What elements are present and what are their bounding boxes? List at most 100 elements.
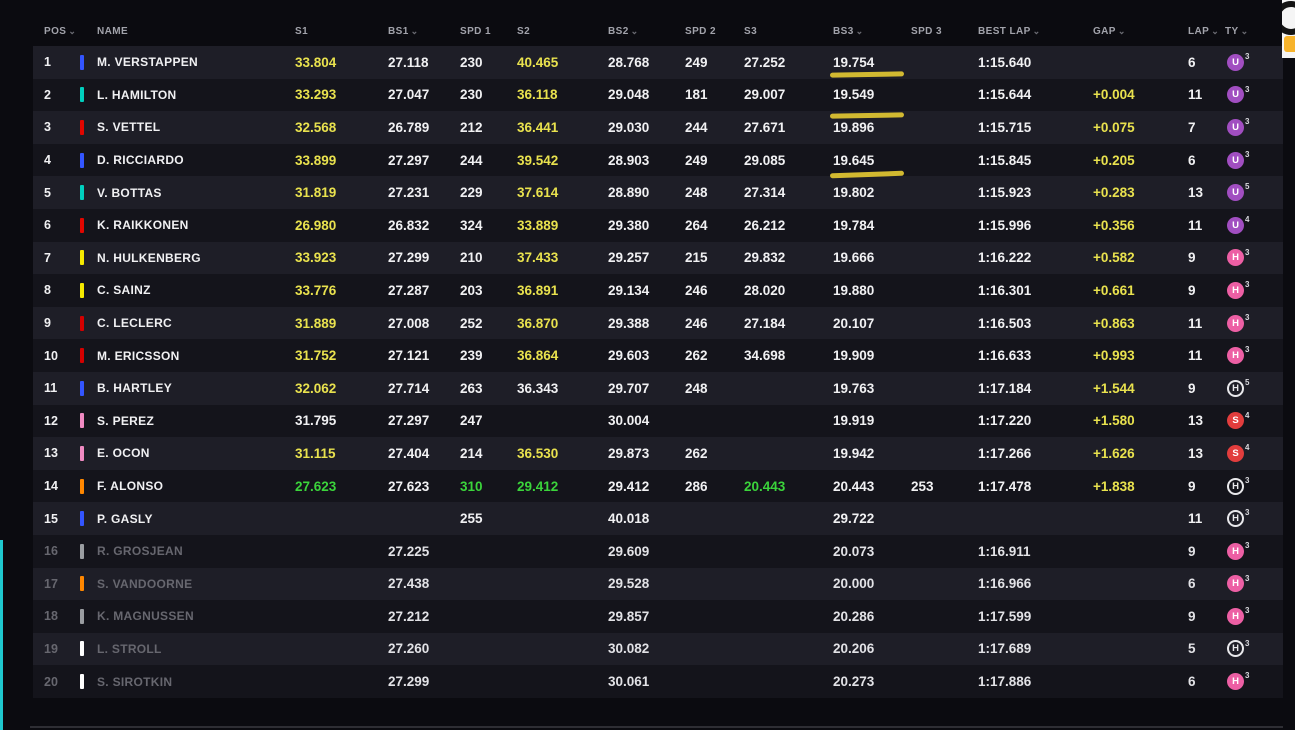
column-header-bs1[interactable]: BS1 ⌄ [388,26,460,37]
cell-s3 [744,600,833,633]
column-header-spd1: SPD 1 [460,26,517,37]
driver-row-17[interactable]: 17 S. VANDOORNE 27.438 29.528 20.000 1:16.966… [33,567,1283,601]
driver-row-5[interactable]: 5 V. BOTTAS 31.819 27.231 229 37.614 28.890 248… [33,176,1283,209]
cell-gap: +0.661 [1093,274,1188,307]
bs3-value: 19.880 [833,282,875,298]
driver-row-14[interactable]: 14 F. ALONSO 27.623 27.623 310 29.412 29.412 28… [33,469,1283,503]
driver-row-11[interactable]: 11 B. HARTLEY 32.062 27.714 263 36.343 29.707 2… [33,371,1283,405]
column-header-bs2[interactable]: BS2 ⌄ [608,26,685,37]
spd2-value: 215 [685,250,708,266]
driver-row-1[interactable]: 1 M. VERSTAPPEN 33.804 27.118 230 40.465 28.76… [33,46,1283,79]
spd1-value: 210 [460,250,483,266]
column-header-bestlap[interactable]: BEST LAP ⌄ [978,26,1093,37]
spd2-value: 248 [685,185,708,201]
cell-s1: 33.923 [295,242,388,275]
column-header-label: POS [44,25,67,37]
driver-row-4[interactable]: 4 D. RICCIARDO 33.899 27.297 244 39.542 28.903… [33,143,1283,178]
column-header-lap[interactable]: LAP ⌄ [1188,26,1225,37]
cell-bs1: 27.438 [388,568,460,601]
spd2-value: 244 [685,119,708,135]
bs2-value: 29.380 [608,217,650,233]
tyre-set-superscript: 3 [1245,52,1250,61]
cell-lap: 9 [1188,535,1225,568]
bs3-value: 20.206 [833,641,875,657]
bs2-value: 29.873 [608,445,650,461]
cell-spd2: 249 [685,46,744,79]
tyre-set-superscript: 3 [1245,247,1250,257]
cell-spd1: 252 [460,307,517,340]
cell-gap: +1.580 [1093,405,1188,438]
column-header-bs3[interactable]: BS3 ⌄ [833,26,911,37]
driver-row-15[interactable]: 15 P. GASLY 255 40.018 29.722 11 H 3 [33,502,1283,535]
driver-row-19[interactable]: 19 L. STROLL 27.260 30.082 20.206 1:17.689 5 H 3 [33,632,1283,666]
cell-team [78,242,92,275]
cell-s3: 28.020 [744,274,833,307]
bs2-value: 29.528 [608,576,650,592]
driver-row-13[interactable]: 13 E. OCON 31.115 27.404 214 36.530 29.873 262 1… [33,437,1283,470]
column-header-gap[interactable]: GAP ⌄ [1093,26,1188,37]
driver-row-10[interactable]: 10 M. ERICSSON 31.752 27.121 239 36.864 29.603… [33,339,1283,372]
cell-spd3 [911,502,978,535]
driver-row-12[interactable]: 12 S. PEREZ 31.795 27.297 247 30.004 19.919 1:1… [33,404,1283,438]
cell-spd2 [685,633,744,666]
tyre-compound-badge: H [1227,281,1244,299]
driver-row-20[interactable]: 20 S. SIROTKIN 27.299 30.061 20.273 1:17.886 6… [33,665,1283,698]
tyre-compound-badge: H [1227,477,1244,495]
driver-row-3[interactable]: 3 S. VETTEL 32.568 26.789 212 36.441 29.030 244… [33,111,1283,144]
column-header-pos[interactable]: POS ⌄ [33,26,78,37]
driver-row-2[interactable]: 2 L. HAMILTON 33.293 27.047 230 36.118 29.048 1… [33,78,1283,118]
driver-row-9[interactable]: 9 C. LECLERC 31.889 27.008 252 36.870 29.388 24… [33,306,1283,340]
cell-bs3: 29.722 [833,502,911,535]
bs1-value: 27.714 [388,380,430,396]
bs1-value: 26.832 [388,217,430,233]
s3-value: 27.671 [744,119,786,135]
bs1-value: 27.297 [388,152,430,168]
cell-team [78,665,92,698]
spd1-value: 247 [460,413,483,429]
bs2-value: 28.890 [608,185,650,201]
bs2-value: 30.082 [608,641,650,657]
position: 14 [44,479,58,494]
bs2-value: 29.030 [608,119,650,135]
column-header-label: BEST LAP [978,25,1031,37]
s2-value: 37.614 [517,185,559,201]
spd2-value: 262 [685,445,708,461]
cell-s2 [517,405,608,438]
cell-bs3: 19.802 [833,176,911,209]
column-header-label: SPD 2 [685,25,716,37]
bs2-value: 29.134 [608,282,650,298]
cell-team [78,144,92,177]
cell-lap: 9 [1188,372,1225,405]
driver-row-16[interactable]: 16 R. GROSJEAN 27.225 29.609 20.073 1:16.911 9… [33,534,1283,568]
cell-spd3 [911,176,978,209]
bestlap-value: 1:15.845 [978,152,1032,168]
cell-bs1: 27.623 [388,470,460,503]
cell-spd3 [911,209,978,242]
lap-value: 6 [1188,576,1196,592]
cell-gap [1093,535,1188,568]
table-bottom-border [30,726,1283,728]
s1-value: 31.115 [295,445,336,461]
cell-s3: 20.443 [744,470,833,503]
cell-lap: 9 [1188,242,1225,275]
driver-row-8[interactable]: 8 C. SAINZ 33.776 27.287 203 36.891 29.134 246 2… [33,274,1283,307]
cell-spd1: 230 [460,46,517,79]
driver-row-6[interactable]: 6 K. RAIKKONEN 26.980 26.832 324 33.889 29.380… [33,208,1283,242]
cell-spd2: 244 [685,111,744,144]
column-header-ty[interactable]: TY ⌄ [1225,26,1283,37]
cell-s1: 31.889 [295,307,388,340]
cell-s1 [295,665,388,698]
bs2-value: 29.257 [608,250,650,266]
cell-spd3 [911,568,978,601]
bestlap-value: 1:16.966 [978,576,1032,592]
driver-row-7[interactable]: 7 N. HULKENBERG 33.923 27.299 210 37.433 29.25… [33,241,1283,275]
cell-s3: 34.698 [744,339,833,372]
spd1-value: 214 [460,445,483,461]
driver-row-18[interactable]: 18 K. MAGNUSSEN 27.212 29.857 20.286 1:17.599… [33,600,1283,633]
cell-s3: 27.184 [744,307,833,340]
cell-gap [1093,633,1188,666]
